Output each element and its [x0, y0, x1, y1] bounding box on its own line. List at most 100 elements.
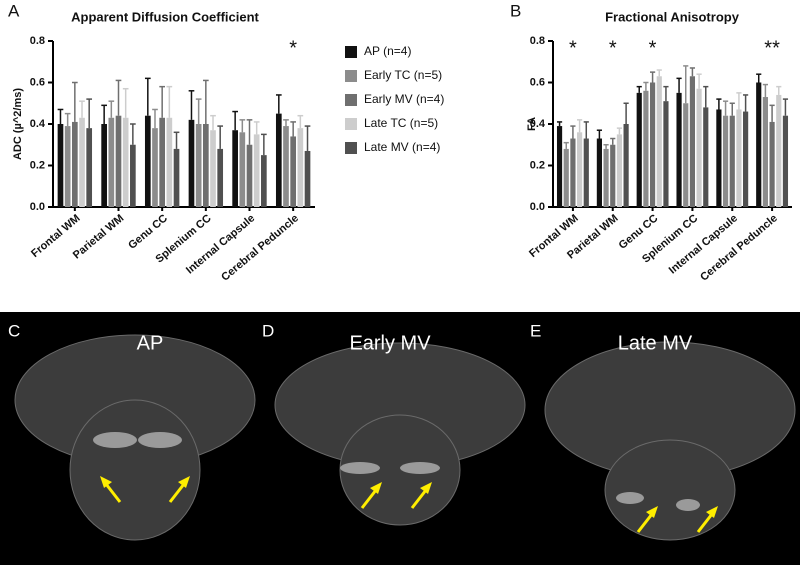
bar	[762, 97, 768, 207]
panel-title: AP	[137, 332, 164, 354]
panel-letter: D	[262, 321, 274, 340]
y-tick-label: 0.4	[30, 118, 46, 130]
arrow	[696, 513, 714, 533]
bar	[108, 117, 115, 207]
x-tick-label: Cerebral Peduncle	[698, 212, 780, 283]
arrow-head	[178, 476, 190, 488]
significance-marker: *	[649, 37, 657, 59]
bar	[130, 144, 136, 207]
bar	[743, 111, 749, 207]
bar	[623, 124, 629, 207]
bar	[563, 148, 569, 207]
panel-letter: B	[510, 1, 521, 20]
bar	[556, 126, 563, 207]
bar	[71, 121, 78, 207]
bar	[195, 124, 202, 207]
highlight	[400, 462, 440, 474]
highlight	[138, 432, 182, 448]
bar	[166, 117, 173, 207]
highlight	[676, 499, 700, 511]
bar	[603, 148, 609, 207]
bar	[188, 119, 195, 207]
chart-title: Fractional Anisotropy	[605, 9, 740, 24]
bar	[290, 136, 297, 207]
bar	[643, 90, 649, 207]
panel-title: Late MV	[618, 332, 693, 354]
bar	[577, 132, 583, 207]
panel-letter: C	[8, 321, 20, 340]
y-tick-label: 0.2	[530, 159, 545, 171]
bar	[703, 107, 709, 207]
brain-slice	[69, 399, 201, 541]
y-tick-label: 0.6	[530, 76, 545, 88]
arrow	[410, 489, 428, 509]
bar	[610, 144, 616, 207]
bar	[122, 117, 129, 207]
bar	[583, 138, 589, 207]
bar	[689, 76, 696, 208]
bar	[297, 128, 304, 207]
bar	[683, 103, 689, 207]
significance-marker: *	[289, 37, 297, 59]
y-axis-label: ADC (µ^2/ms)	[12, 88, 24, 160]
bar	[304, 150, 311, 207]
bar	[722, 115, 729, 207]
bar	[101, 124, 107, 207]
bar	[696, 88, 702, 207]
bar	[716, 109, 722, 207]
arrow-head	[706, 506, 718, 518]
legend-swatch	[345, 46, 357, 58]
bar	[64, 126, 71, 207]
highlight	[340, 462, 380, 474]
panel-title: Early MV	[349, 332, 431, 354]
significance-marker: *	[569, 37, 577, 59]
bar	[663, 101, 669, 207]
bar	[202, 124, 209, 207]
brain-images	[14, 334, 796, 541]
y-tick-label: 0.0	[30, 201, 45, 213]
bar	[769, 121, 775, 207]
y-tick-label: 0.4	[530, 118, 546, 130]
bar	[86, 128, 93, 207]
bar	[596, 138, 602, 207]
bar	[776, 94, 782, 207]
panel-letter: A	[8, 1, 20, 20]
bar	[173, 148, 180, 207]
bar	[729, 115, 735, 207]
bar	[144, 115, 151, 207]
legend-swatch	[345, 118, 357, 130]
bar	[756, 82, 762, 207]
arrow-head	[370, 482, 382, 494]
bar	[676, 92, 682, 207]
bar	[736, 109, 742, 207]
legend-label: Early MV (n=4)	[364, 92, 444, 106]
x-tick-label: Cerebral Peduncle	[219, 212, 301, 283]
bar	[253, 134, 260, 207]
y-axis-label: FA	[526, 117, 538, 131]
bar	[246, 144, 253, 207]
arrow	[360, 489, 378, 509]
bar	[232, 130, 238, 207]
y-tick-label: 0.2	[30, 159, 45, 171]
bar	[616, 134, 623, 207]
arrow-head	[100, 476, 112, 488]
bar	[217, 148, 224, 207]
bar	[782, 115, 789, 207]
arrow	[168, 483, 186, 503]
y-tick-label: 0.8	[530, 35, 545, 47]
legend-swatch	[345, 70, 357, 82]
significance-marker: **	[764, 37, 780, 59]
bar	[159, 117, 166, 207]
highlight	[616, 492, 644, 504]
significance-marker: *	[609, 37, 617, 59]
legend-label: AP (n=4)	[364, 44, 411, 58]
bar	[275, 113, 282, 207]
y-tick-label: 0.6	[30, 76, 45, 88]
legend-swatch	[345, 142, 357, 154]
panel-letter: E	[530, 321, 541, 340]
brain-slice	[604, 439, 736, 541]
arrow-head	[420, 482, 432, 494]
bar	[152, 128, 158, 207]
arrows	[100, 476, 718, 533]
bar	[649, 82, 656, 207]
